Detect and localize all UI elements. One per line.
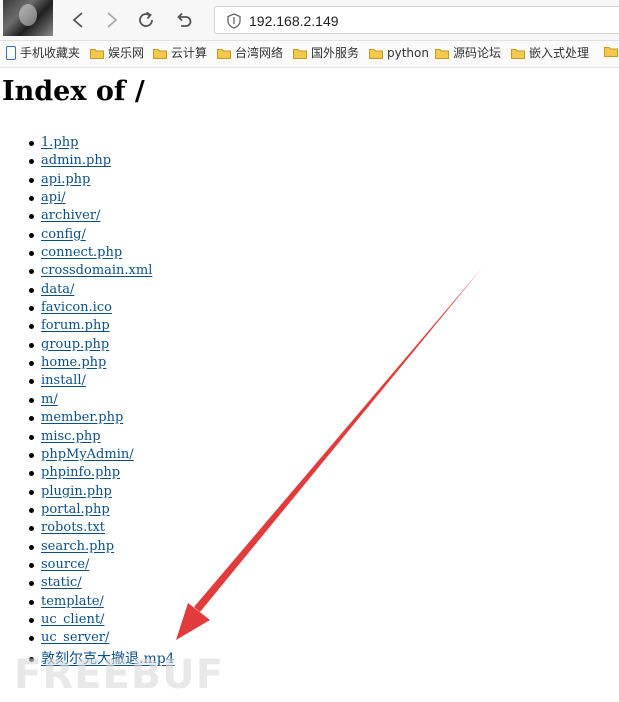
list-item: connect.php [29,244,175,262]
list-item: plugin.php [29,483,175,501]
list-item: home.php [29,354,175,372]
file-link[interactable]: plugin.php [41,483,112,499]
url-text: 192.168.2.149 [249,13,339,29]
file-link[interactable]: admin.php [41,153,112,169]
folder-link[interactable]: config/ [41,226,86,242]
list-item: 1.php [29,134,175,152]
list-item: archiver/ [29,207,175,225]
folder-icon [90,48,104,59]
folder-link[interactable]: data/ [41,281,75,297]
list-item: uc_server/ [29,629,175,647]
page-title: Index of / [2,76,145,107]
bookmark-folder[interactable]: 台湾网络 [217,46,283,60]
folder-icon [217,48,231,59]
list-item: api/ [29,189,175,207]
folder-link[interactable]: phpMyAdmin/ [41,446,134,462]
folder-link[interactable]: uc_client/ [41,611,105,627]
file-link[interactable]: crossdomain.xml [41,263,153,279]
file-link[interactable]: misc.php [41,428,101,444]
folder-icon [293,48,307,59]
folder-link[interactable]: m/ [41,391,58,407]
forward-arrow-icon [107,12,118,28]
file-link[interactable]: api.php [41,171,91,187]
list-item: misc.php [29,428,175,446]
bookmark-folder[interactable]: python [369,46,429,60]
list-item: robots.txt [29,519,175,537]
reload-icon [139,11,153,27]
folder-icon [604,47,618,57]
folder-link[interactable]: archiver/ [41,208,101,224]
browser-toolbar: 192.168.2.149 [0,0,619,41]
undo-button[interactable] [172,8,196,32]
bookmark-mobile-favorites[interactable]: 手机收藏夹 [6,46,80,60]
list-item: uc_client/ [29,611,175,629]
bookmarks-bar: 手机收藏夹 娱乐网 云计算 台湾网络 国外服务 python 源码论坛 嵌入式处… [0,41,619,68]
list-item: install/ [29,372,175,390]
phone-icon [6,46,16,60]
folder-link[interactable]: install/ [41,373,86,389]
bookmark-folder[interactable]: 嵌入式处理 [511,46,589,60]
file-link[interactable]: portal.php [41,501,110,517]
list-item: template/ [29,593,175,611]
directory-listing: 1.php admin.php api.php api/ archiver/ c… [0,134,175,668]
folder-link[interactable]: template/ [41,593,104,609]
folder-icon [153,48,167,59]
file-link[interactable]: member.php [41,410,124,426]
bookmark-folder-overflow[interactable] [604,46,619,57]
video-file-link[interactable]: 敦刻尔克大撤退.mp4 [41,650,175,667]
file-link[interactable]: search.php [41,538,115,554]
list-item: phpinfo.php [29,464,175,482]
list-item: api.php [29,171,175,189]
watermark: FREEBUF [14,652,225,698]
file-link[interactable]: favicon.ico [41,300,112,316]
folder-link[interactable]: static/ [41,575,82,591]
list-item: phpMyAdmin/ [29,446,175,464]
bookmark-folder[interactable]: 娱乐网 [90,46,144,60]
file-link[interactable]: forum.php [41,318,110,334]
list-item: member.php [29,409,175,427]
list-item: m/ [29,391,175,409]
folder-link[interactable]: uc_server/ [41,630,110,646]
folder-icon [435,48,449,59]
bookmark-folder[interactable]: 源码论坛 [435,46,501,60]
file-link[interactable]: robots.txt [41,520,105,536]
file-link[interactable]: connect.php [41,245,123,261]
back-button[interactable] [66,8,90,32]
file-link[interactable]: 1.php [41,135,79,150]
shield-icon [227,13,241,29]
list-item: config/ [29,226,175,244]
folder-link[interactable]: api/ [41,190,66,206]
list-item: static/ [29,574,175,592]
reload-button[interactable] [134,8,158,32]
list-item: forum.php [29,317,175,335]
list-item: search.php [29,538,175,556]
list-item: admin.php [29,152,175,170]
list-item: 敦刻尔克大撤退.mp4 [29,650,175,668]
bookmark-folder[interactable]: 云计算 [153,46,207,60]
list-item: group.php [29,336,175,354]
undo-icon [177,12,192,27]
list-item: data/ [29,281,175,299]
folder-icon [511,48,525,59]
list-item: favicon.ico [29,299,175,317]
list-item: portal.php [29,501,175,519]
user-avatar[interactable] [3,0,53,36]
bookmark-folder[interactable]: 国外服务 [293,46,359,60]
list-item: source/ [29,556,175,574]
folder-link[interactable]: source/ [41,556,90,572]
back-arrow-icon [72,12,83,28]
file-link[interactable]: group.php [41,336,110,352]
list-item: crossdomain.xml [29,262,175,280]
forward-button[interactable] [100,8,124,32]
file-link[interactable]: home.php [41,355,107,371]
folder-icon [369,48,383,59]
address-bar[interactable]: 192.168.2.149 [214,6,619,34]
file-link[interactable]: phpinfo.php [41,465,121,481]
